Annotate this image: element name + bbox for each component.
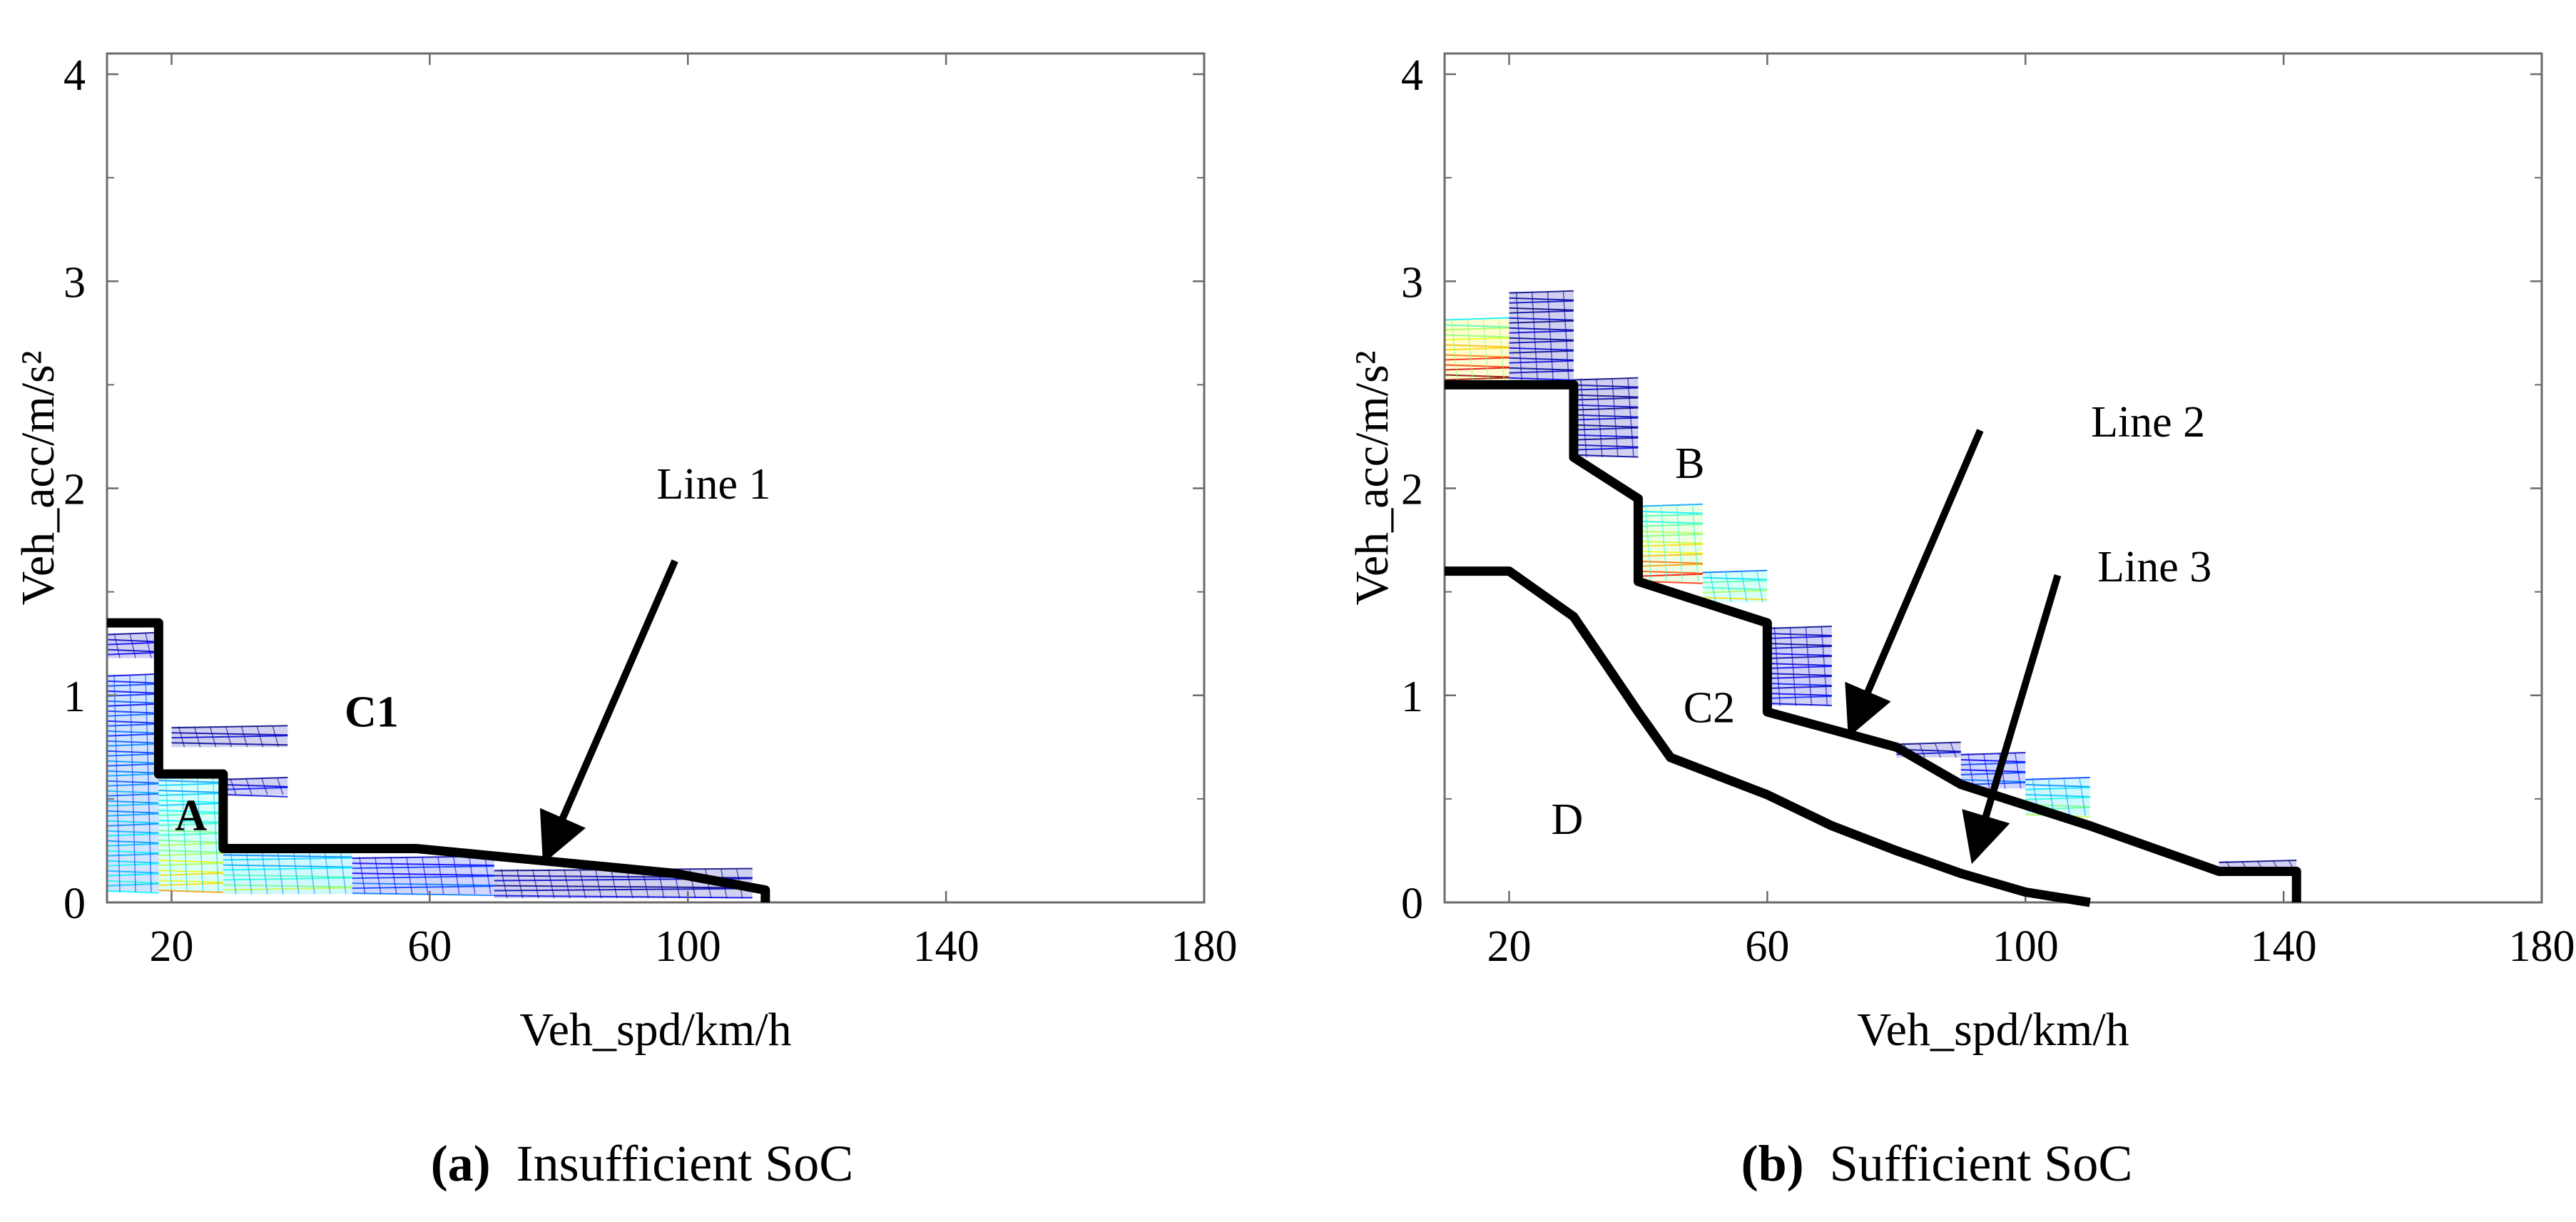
series-line-1 bbox=[107, 618, 770, 902]
heat-cell bbox=[1509, 290, 1574, 385]
x-tick-label: 20 bbox=[1487, 922, 1531, 971]
y-tick-label: 4 bbox=[1401, 51, 1423, 100]
y-tick-label: 2 bbox=[63, 466, 86, 514]
x-tick-label: 60 bbox=[1745, 922, 1789, 971]
region-label: D bbox=[1552, 795, 1584, 844]
line-label: Line 3 bbox=[2097, 543, 2211, 591]
arrows-b bbox=[1845, 429, 2062, 865]
labels-a: Line 1 A C1 bbox=[175, 460, 770, 840]
heat-cell bbox=[223, 776, 288, 798]
labels-b: Line 2 Line 3 B C2 D bbox=[1552, 398, 2212, 844]
region-label: B bbox=[1675, 439, 1704, 488]
heat-cell bbox=[352, 855, 494, 897]
plot-frame-b bbox=[1443, 52, 2543, 904]
heat-cell bbox=[223, 847, 352, 895]
x-tick-label: 100 bbox=[1992, 922, 2059, 971]
annotation-arrow bbox=[539, 559, 678, 864]
heat-cell bbox=[1767, 625, 1832, 706]
panel-a: 20 60 100 140 180 0 1 2 3 4 Line 1 A C1 Veh_spd/km/… bbox=[12, 51, 1238, 1192]
heat-cell bbox=[1444, 317, 1510, 385]
heat-cell bbox=[494, 867, 753, 899]
caption-a: (a) Insufficient SoC bbox=[431, 1135, 854, 1192]
y-axis-label-a: Veh_acc/m/s² bbox=[12, 350, 64, 605]
x-tick-label: 20 bbox=[149, 922, 193, 971]
heat-cell bbox=[1638, 503, 1703, 584]
heat-map-a bbox=[106, 631, 753, 899]
x-tick-label: 180 bbox=[1171, 922, 1238, 971]
y-tick-label: 0 bbox=[1401, 880, 1423, 928]
y-tick-label: 3 bbox=[63, 258, 86, 307]
lines-a bbox=[107, 618, 770, 902]
annotation-arrow bbox=[1845, 429, 1984, 738]
heat-map-b bbox=[1444, 290, 2297, 872]
heat-cell bbox=[106, 631, 159, 658]
heat-cell bbox=[1573, 377, 1639, 458]
y-tick-label: 4 bbox=[63, 51, 86, 100]
y-tick-label: 0 bbox=[63, 880, 86, 928]
y-tick-label: 1 bbox=[63, 673, 86, 721]
region-label: A bbox=[175, 791, 207, 840]
region-label: C1 bbox=[345, 688, 399, 736]
y-tick-label: 2 bbox=[1401, 466, 1423, 514]
x-tick-label: 100 bbox=[655, 922, 721, 971]
region-label: C2 bbox=[1684, 683, 1735, 732]
caption-b-prefix: (b) bbox=[1741, 1135, 1804, 1192]
heat-cell bbox=[1702, 569, 1768, 603]
plot-frame-a bbox=[106, 52, 1206, 904]
line-label: Line 2 bbox=[2091, 398, 2205, 447]
caption-b: (b) Sufficient SoC bbox=[1741, 1135, 2133, 1192]
series-line-1 bbox=[1445, 380, 2301, 902]
x-tick-label: 180 bbox=[2509, 922, 2575, 971]
x-tick-label: 140 bbox=[913, 922, 979, 971]
x-axis-label-a: Veh_spd/km/h bbox=[519, 1004, 791, 1056]
x-axis-label-b: Veh_spd/km/h bbox=[1857, 1004, 2129, 1056]
heat-cell bbox=[158, 773, 223, 894]
line-label: Line 1 bbox=[656, 460, 770, 509]
caption-b-text: Sufficient SoC bbox=[1830, 1135, 2133, 1192]
heat-cell bbox=[106, 673, 159, 894]
arrows-a bbox=[539, 559, 678, 864]
annotation-arrow bbox=[1962, 574, 2062, 865]
y-tick-label: 3 bbox=[1401, 258, 1423, 307]
panel-b: 20 60 100 140 180 0 1 2 3 4 Line 2 Line 3 B C2 D Veh_… bbox=[1346, 51, 2575, 1192]
x-tick-label: 60 bbox=[407, 922, 452, 971]
y-axis-label-b: Veh_acc/m/s² bbox=[1346, 350, 1398, 605]
ticks-b: 20 60 100 140 180 0 1 2 3 4 bbox=[1401, 51, 2575, 971]
lines-b bbox=[1445, 380, 2301, 907]
y-tick-label: 1 bbox=[1401, 673, 1423, 721]
caption-a-text: Insufficient SoC bbox=[516, 1135, 854, 1192]
caption-a-prefix: (a) bbox=[431, 1135, 491, 1192]
ticks-a: 20 60 100 140 180 0 1 2 3 4 bbox=[63, 51, 1238, 971]
series-line-2 bbox=[1445, 566, 2091, 907]
x-tick-label: 140 bbox=[2251, 922, 2317, 971]
heat-cell bbox=[171, 725, 288, 748]
